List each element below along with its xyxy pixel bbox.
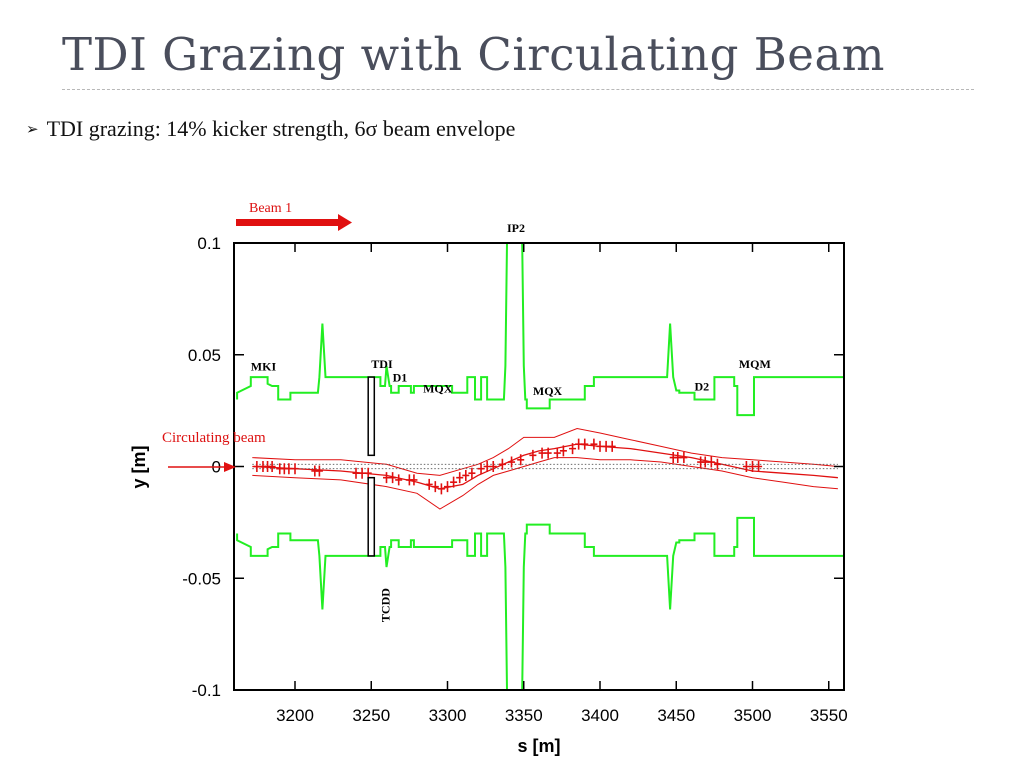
bpm-marker [456, 472, 464, 484]
bpm-marker [742, 461, 750, 472]
x-tick-label: 3550 [810, 706, 848, 725]
y-tick-label: -0.05 [182, 569, 221, 588]
x-tick-label: 3250 [352, 706, 390, 725]
bpm-marker [581, 438, 589, 450]
aperture-upper-line [236, 243, 844, 417]
bpm-marker [575, 438, 583, 450]
bpm-marker [596, 440, 604, 452]
bpm-marker [358, 467, 366, 479]
y-tick-label: 0.1 [197, 234, 221, 253]
bpm-marker [450, 476, 458, 488]
x-tick-label: 3300 [429, 706, 467, 725]
element-label: TCDD [379, 588, 393, 622]
element-label: MQX [423, 382, 453, 396]
beam-arrow-shaft [236, 219, 340, 226]
bpm-marker [498, 458, 506, 470]
bullet-arrow-icon: ➢ [26, 122, 39, 138]
bpm-marker [544, 447, 552, 459]
bpm-marker [389, 472, 397, 484]
bpm-marker [489, 461, 497, 472]
bpm-marker [713, 458, 721, 470]
title-divider [62, 89, 974, 90]
bullet-item: ➢ TDI grazing: 14% kicker strength, 6σ be… [26, 116, 515, 142]
bpm-marker [462, 469, 470, 481]
bpm-marker [755, 461, 763, 472]
y-axis-label: y [m] [129, 445, 149, 488]
beam-envelope-upper-line [252, 427, 838, 476]
bpm-marker [602, 440, 610, 452]
bpm-marker [364, 467, 372, 479]
element-label: MQX [533, 384, 563, 398]
beam-direction-arrow [236, 214, 352, 231]
collimator-jaw-tcdd [367, 476, 376, 557]
slide-title: TDI Grazing with Circulating Beam [62, 28, 885, 81]
beam-arrow-head [338, 214, 352, 231]
bpm-marker [749, 461, 756, 472]
bpm-marker [285, 463, 293, 475]
element-label: D1 [393, 371, 408, 385]
bpm-marker [352, 467, 360, 479]
bpm-marker [395, 474, 403, 486]
injection-arrow [168, 462, 236, 472]
y-tick-label: -0.1 [192, 681, 221, 700]
bpm-marker [437, 483, 445, 495]
x-tick-label: 3450 [657, 706, 695, 725]
beam-envelope-lower-line [252, 457, 838, 510]
bpm-marker [701, 456, 709, 468]
aperture-lower-line [236, 516, 844, 690]
bpm-marker [529, 449, 537, 461]
element-label: TDI [371, 357, 393, 371]
bpm-marker [383, 472, 390, 484]
bullet-text: TDI grazing: 14% kicker strength, 6σ bea… [46, 116, 516, 141]
collimator-jaw-tdi [367, 376, 376, 457]
bpm-marker [674, 452, 682, 464]
bpm-marker [538, 447, 546, 459]
element-label: D2 [695, 380, 710, 394]
bpm-marker [553, 447, 561, 459]
element-label: IP2 [507, 221, 525, 235]
bpm-marker [315, 465, 323, 477]
bpm-marker [590, 438, 598, 450]
bpm-marker [559, 445, 567, 457]
bpm-marker [517, 454, 525, 466]
element-label: MKI [251, 359, 277, 373]
bpm-marker [468, 467, 476, 479]
y-tick-label: 0.05 [188, 346, 221, 365]
x-tick-label: 3350 [505, 706, 543, 725]
bpm-marker [425, 478, 433, 490]
x-tick-label: 3400 [581, 706, 619, 725]
bpm-marker [253, 461, 261, 472]
bpm-marker [444, 481, 451, 493]
x-tick-label: 3500 [734, 706, 772, 725]
element-label: MQM [739, 357, 771, 371]
bpm-marker [431, 481, 439, 493]
bpm-marker [608, 440, 616, 452]
injection-arrow-head [224, 462, 236, 472]
bpm-marker [508, 456, 516, 468]
x-axis-label: s [m] [517, 736, 560, 756]
circulating-beam-label: Circulating beam [162, 430, 266, 446]
x-tick-label: 3200 [276, 706, 314, 725]
beam-direction-label: Beam 1 [249, 201, 292, 216]
bpm-marker [268, 461, 276, 472]
bpm-marker [477, 463, 485, 475]
bpm-marker [680, 452, 688, 464]
bpm-marker [707, 456, 715, 468]
bpm-marker [483, 461, 491, 472]
bpm-marker [569, 443, 577, 455]
bpm-marker [410, 474, 418, 486]
bpm-marker [291, 463, 299, 475]
